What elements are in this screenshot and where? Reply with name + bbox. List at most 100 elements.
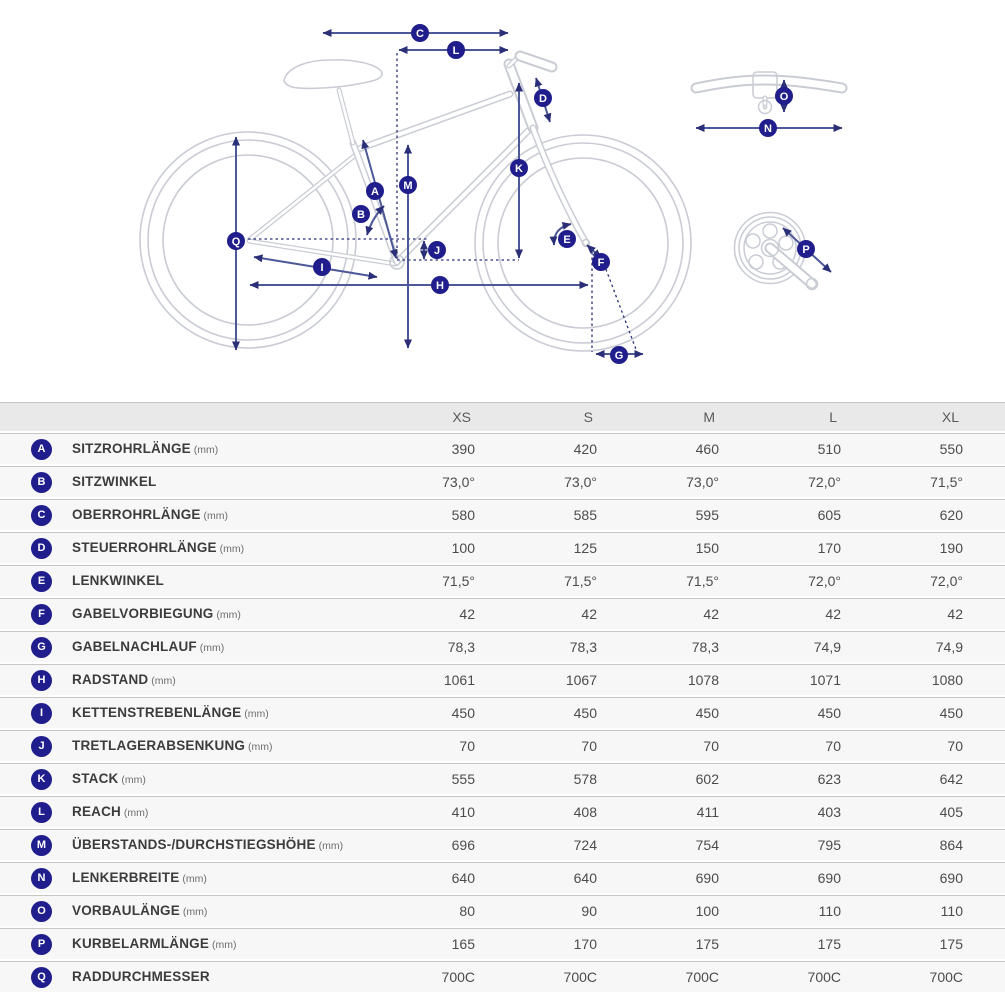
row-letter-badge: D <box>31 537 52 559</box>
row-value: 110 <box>761 895 883 926</box>
row-label-cell: GABELVORBIEGUNG (mm) <box>72 598 395 629</box>
row-value: 1067 <box>517 664 639 695</box>
marker-Q: Q <box>227 232 245 250</box>
row-label-cell: SITZWINKEL <box>72 466 395 497</box>
row-value: 150 <box>639 532 761 563</box>
row-value: 42 <box>639 598 761 629</box>
row-letter-cell: K <box>0 763 72 794</box>
row-label-cell: GABELNACHLAUF (mm) <box>72 631 395 662</box>
front-wheel <box>474 134 692 352</box>
table-row: A SITZROHRLÄNGE (mm) 390 420 460 510 550 <box>0 433 1005 464</box>
row-value: 71,5° <box>639 565 761 596</box>
table-row: E LENKWINKEL 71,5° 71,5° 71,5° 72,0° 72,0° <box>0 565 1005 596</box>
row-value: 73,0° <box>639 466 761 497</box>
size-header-m: M <box>639 402 761 431</box>
row-value: 408 <box>517 796 639 827</box>
row-letter-badge: K <box>31 768 52 790</box>
row-letter-badge: G <box>31 636 52 658</box>
row-value: 70 <box>883 730 1005 761</box>
row-label: REACH <box>72 804 122 819</box>
size-header-xl: XL <box>883 402 1005 431</box>
row-value: 640 <box>517 862 639 893</box>
table-row: N LENKERBREITE (mm) 640 640 690 690 690 <box>0 862 1005 893</box>
row-letter-cell: D <box>0 532 72 563</box>
table-row: H RADSTAND (mm) 1061 1067 1078 1071 1080 <box>0 664 1005 695</box>
marker-G: G <box>610 346 628 364</box>
row-value: 73,0° <box>395 466 517 497</box>
row-letter-badge: J <box>31 735 52 757</box>
row-letter-cell: A <box>0 433 72 464</box>
geometry-table: XS S M L XL A SITZROHRLÄNGE (mm) 390 420 460… <box>0 400 1005 994</box>
row-label: SITZWINKEL <box>72 474 157 489</box>
row-unit: (mm) <box>190 444 219 456</box>
svg-text:G: G <box>615 350 624 362</box>
table-row: L REACH (mm) 410 408 411 403 405 <box>0 796 1005 827</box>
row-label-cell: LENKWINKEL <box>72 565 395 596</box>
table-row: O VORBAULÄNGE (mm) 80 90 100 110 110 <box>0 895 1005 926</box>
rear-wheel <box>139 131 357 349</box>
row-value: 175 <box>883 928 1005 959</box>
svg-text:A: A <box>371 186 379 198</box>
row-label: RADSTAND <box>72 672 149 687</box>
row-value: 70 <box>761 730 883 761</box>
row-value: 170 <box>761 532 883 563</box>
table-row: P KURBELARMLÄNGE (mm) 165 170 175 175 175 <box>0 928 1005 959</box>
svg-text:P: P <box>802 244 809 256</box>
size-header-s: S <box>517 402 639 431</box>
row-value: 165 <box>395 928 517 959</box>
row-value: 72,0° <box>761 466 883 497</box>
row-unit: (mm) <box>179 873 207 885</box>
row-value: 42 <box>761 598 883 629</box>
row-value: 125 <box>517 532 639 563</box>
row-label-cell: REACH (mm) <box>72 796 395 827</box>
row-value: 602 <box>639 763 761 794</box>
svg-text:F: F <box>598 257 605 269</box>
marker-A: A <box>366 182 384 200</box>
row-value: 700C <box>395 961 517 992</box>
row-label: VORBAULÄNGE <box>72 903 180 918</box>
header-spacer <box>0 402 72 431</box>
row-label-cell: OBERROHRLÄNGE (mm) <box>72 499 395 530</box>
row-letter-badge: F <box>31 603 52 625</box>
row-label: LENKERBREITE <box>72 870 180 885</box>
row-letter-badge: M <box>31 834 52 856</box>
row-value: 170 <box>517 928 639 959</box>
svg-text:B: B <box>357 209 365 221</box>
row-label-cell: ÜBERSTANDS-/DURCHSTIEGSHÖHE (mm) <box>72 829 395 860</box>
row-value: 405 <box>883 796 1005 827</box>
row-value: 110 <box>883 895 1005 926</box>
row-value: 605 <box>761 499 883 530</box>
row-value: 74,9 <box>883 631 1005 662</box>
row-letter-cell: L <box>0 796 72 827</box>
row-value: 450 <box>761 697 883 728</box>
row-letter-badge: O <box>31 900 52 922</box>
handlebar-top-view <box>690 71 848 115</box>
row-value: 1078 <box>639 664 761 695</box>
table-row: F GABELVORBIEGUNG (mm) 42 42 42 42 42 <box>0 598 1005 629</box>
row-value: 74,9 <box>761 631 883 662</box>
row-value: 690 <box>761 862 883 893</box>
row-value: 555 <box>395 763 517 794</box>
row-value: 510 <box>761 433 883 464</box>
svg-text:L: L <box>453 45 460 57</box>
row-label: STACK <box>72 771 119 786</box>
marker-K: K <box>510 159 528 177</box>
row-value: 78,3 <box>639 631 761 662</box>
row-letter-cell: N <box>0 862 72 893</box>
row-unit: (mm) <box>200 510 229 522</box>
table-row: G GABELNACHLAUF (mm) 78,3 78,3 78,3 74,9 74,9 <box>0 631 1005 662</box>
table-row: C OBERROHRLÄNGE (mm) 580 585 595 605 620 <box>0 499 1005 530</box>
marker-B: B <box>352 205 370 223</box>
svg-text:I: I <box>320 262 323 274</box>
row-unit: (mm) <box>241 708 269 720</box>
svg-text:M: M <box>403 180 412 192</box>
row-value: 585 <box>517 499 639 530</box>
row-label-cell: LENKERBREITE (mm) <box>72 862 395 893</box>
svg-text:Q: Q <box>232 236 241 248</box>
marker-N: N <box>759 119 777 137</box>
row-value: 100 <box>639 895 761 926</box>
row-value: 410 <box>395 796 517 827</box>
header-spacer <box>72 402 395 431</box>
row-label-cell: KETTENSTREBENLÄNGE (mm) <box>72 697 395 728</box>
row-value: 390 <box>395 433 517 464</box>
